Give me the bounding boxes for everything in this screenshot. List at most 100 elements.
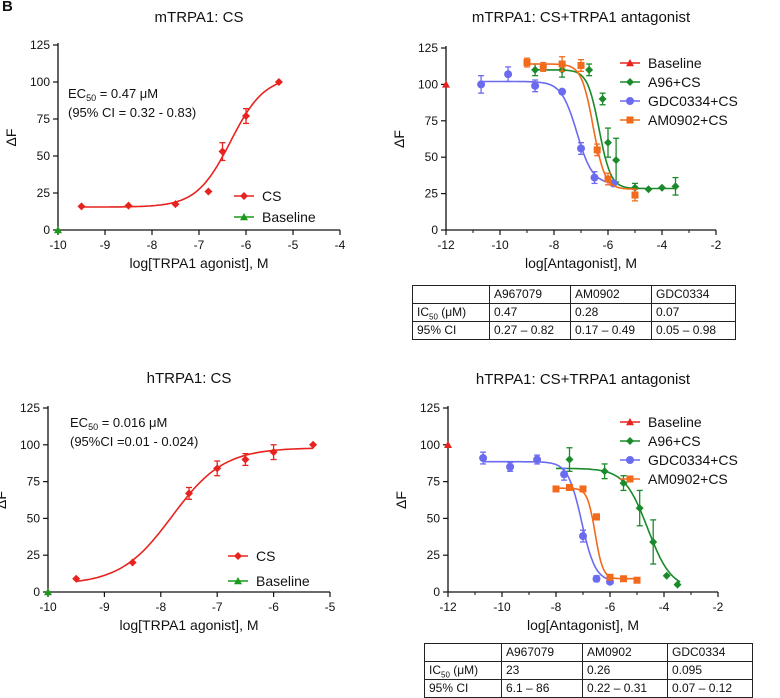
y-tick-label: 125: [420, 401, 440, 415]
y-tick-label: 125: [30, 38, 50, 52]
chart-mTRPA1-antagonist: mTRPA1: CS+TRPA1 antagonist 0 25 50 75 100 125…: [391, 9, 738, 271]
table-cell: [412, 285, 490, 304]
table-cell: 0.07: [651, 303, 736, 322]
y-tick-label: 0: [43, 223, 50, 237]
data-point: [600, 467, 609, 476]
y-tick-label: 125: [418, 41, 438, 55]
x-axis-label: log[TRPA1 agonist], M: [129, 255, 268, 271]
data-point: [269, 448, 278, 457]
y-tick-label: 100: [418, 77, 438, 91]
table-header-row: A967079 AM0902 GDC0334: [424, 643, 753, 662]
table-cell: 0.07 – 0.12: [667, 679, 753, 698]
data-point: [552, 485, 560, 493]
data-point: [644, 185, 653, 194]
x-axis-label: log[Antagonist], M: [525, 255, 637, 271]
data-point: [444, 440, 452, 448]
data-point: [658, 183, 666, 192]
y-tick-label: 50: [427, 511, 441, 525]
x-tick-label: -10: [49, 238, 67, 252]
legend-label: CS: [256, 548, 275, 564]
legend-label: AM0902+CS: [648, 471, 728, 487]
data-point: [565, 455, 574, 464]
table-cell: GDC0334: [667, 643, 753, 662]
legend-label: Baseline: [648, 414, 702, 430]
data-point: [479, 454, 488, 463]
data-point: [566, 483, 573, 491]
legend-marker: [234, 552, 242, 560]
data-point: [619, 479, 628, 488]
table-cell: 0.28: [570, 303, 652, 322]
table-cell: 0.05 – 0.98: [651, 321, 736, 340]
table-cell: 0.47: [489, 303, 571, 322]
data-point: [649, 537, 658, 546]
legend-label: AM0902+CS: [648, 112, 728, 128]
legend-marker: [626, 456, 634, 464]
x-tick-label: -4: [659, 600, 670, 614]
data-point: [593, 146, 601, 154]
x-tick-label: -5: [325, 600, 336, 614]
table-cell: 0.26: [582, 661, 668, 680]
y-tick-label: 50: [27, 511, 41, 525]
table-cell: 23: [501, 661, 583, 680]
data-point: [593, 513, 600, 521]
x-tick-label: -6: [605, 600, 616, 614]
series-A96+CS: [556, 447, 682, 589]
legend-marker: [626, 78, 634, 86]
ec50-annotation: EC50 = 0.016 μM: [70, 415, 167, 432]
table-cell: 0.22 – 0.31: [582, 679, 668, 698]
legend-label: Baseline: [262, 209, 316, 225]
data-point: [671, 182, 680, 191]
chart-title: mTRPA1: CS+TRPA1 antagonist: [472, 9, 691, 26]
legend-label: A96+CS: [648, 433, 701, 449]
table-cell: GDC0334: [651, 285, 736, 304]
y-tick-label: 75: [27, 475, 41, 489]
data-point: [506, 462, 515, 471]
table-cell: IC50 (μM): [424, 661, 502, 680]
x-tick-label: -2: [711, 238, 722, 252]
chart-title: hTRPA1: CS: [147, 370, 232, 387]
data-point: [662, 571, 671, 580]
data-point: [274, 78, 283, 86]
table-cell: AM0902: [570, 285, 652, 304]
table-cell: 6.1 – 86: [501, 679, 583, 698]
legend-marker: [626, 59, 634, 67]
legend-label: GDC0334+CS: [648, 93, 738, 109]
data-point: [213, 464, 222, 473]
y-axis-label: ΔF: [393, 491, 409, 509]
chart-hTRPA1-antagonist: hTRPA1: CS+TRPA1 antagonist 0 25 50 75 100 125…: [393, 371, 738, 633]
data-point: [531, 81, 540, 90]
series-AM0902+CS: [552, 483, 641, 584]
y-axis-label: ΔF: [391, 130, 407, 148]
y-tick-label: 0: [433, 585, 440, 599]
table-cell: A967079: [489, 285, 571, 304]
data-point: [558, 87, 567, 96]
y-tick-label: 100: [420, 438, 440, 452]
chart-title: hTRPA1: CS+TRPA1 antagonist: [476, 371, 691, 388]
y-tick-label: 125: [20, 401, 40, 415]
data-point: [309, 440, 318, 449]
table-row: 95% CI 6.1 – 86 0.22 – 0.31 0.07 – 0.12: [424, 679, 753, 698]
x-tick-label: -8: [549, 238, 560, 252]
data-point: [539, 63, 547, 71]
panel-label: B: [2, 0, 13, 15]
data-point: [598, 94, 607, 103]
y-axis-label: ΔF: [3, 129, 19, 147]
ic50-table-mouse: A967079 AM0902 GDC0334 IC50 (μM) 0.47 0.…: [412, 285, 736, 340]
y-tick-label: 75: [425, 114, 439, 128]
data-point: [592, 574, 601, 583]
fit-curve: [481, 80, 614, 184]
legend-label: CS: [262, 188, 281, 204]
data-point: [579, 485, 587, 493]
ic50-table-human: A967079 AM0902 GDC0334 IC50 (μM) 23 0.26…: [424, 643, 753, 698]
data-point: [242, 112, 250, 121]
x-tick-label: -4: [657, 238, 668, 252]
series-GDC0334+CS: [477, 66, 618, 188]
legend-marker: [626, 475, 634, 483]
legend: Baseline A96+CS GDC0334+CS AM0902+CS: [620, 414, 738, 487]
x-tick-label: -2: [713, 600, 724, 614]
legend: Baseline A96+CS GDC0334+CS AM0902+CS: [620, 55, 738, 128]
data-point: [577, 144, 585, 153]
ci-annotation: (95% CI = 0.32 - 0.83): [68, 105, 196, 120]
legend-marker: [626, 437, 634, 445]
